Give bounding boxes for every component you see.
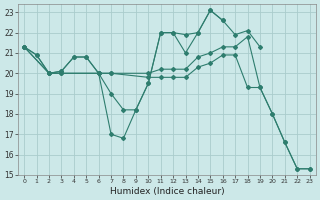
X-axis label: Humidex (Indice chaleur): Humidex (Indice chaleur) <box>109 187 224 196</box>
